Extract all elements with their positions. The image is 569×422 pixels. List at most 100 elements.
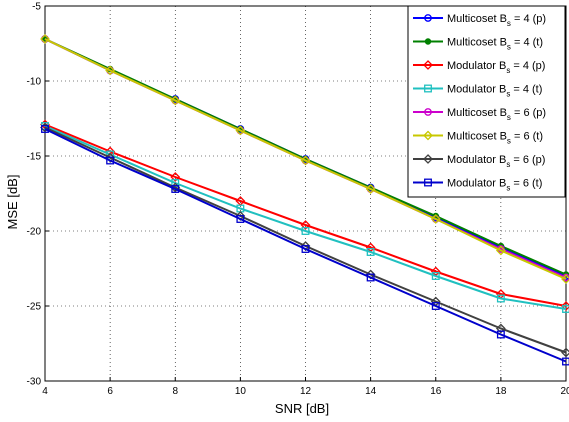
legend-swatch-marker (423, 154, 433, 164)
data-point (300, 220, 311, 230)
legend-label-main: Multicoset B (447, 37, 507, 49)
legend-label-subscript: s (507, 43, 511, 52)
legend-label-subscript: s (506, 184, 510, 193)
legend-label-main: Modulator B (447, 60, 506, 72)
series-7 (41, 125, 569, 366)
legend-label-main: Modulator B (447, 84, 506, 96)
data-point (300, 155, 311, 166)
series-line (44, 123, 567, 307)
data-point (496, 294, 505, 303)
series-line (44, 125, 567, 310)
legend-label: Modulator Bs = 6 (t) (447, 178, 542, 193)
legend-item: Modulator Bs = 4 (p) (413, 60, 545, 75)
data-point (496, 330, 505, 339)
legend-label-main: Modulator B (447, 178, 506, 190)
legend-item: Multicoset Bs = 6 (p) (413, 107, 546, 122)
series-5 (40, 34, 569, 284)
legend-label: Multicoset Bs = 4 (p) (447, 13, 546, 28)
legend-label-subscript: s (506, 66, 510, 75)
legend-item: Multicoset Bs = 4 (t) (413, 37, 543, 52)
legend-label-subscript: s (507, 137, 511, 146)
legend-label-tail: = 4 (p) (511, 13, 546, 25)
legend-swatch-marker (424, 14, 432, 22)
legend-label-tail: = 6 (p) (511, 107, 546, 119)
legend-swatch-marker (424, 84, 432, 93)
data-point (170, 172, 181, 182)
legend-label-subscript: s (507, 113, 511, 122)
legend-label-tail: = 4 (t) (511, 37, 543, 49)
legend-item: Multicoset Bs = 6 (t) (413, 131, 543, 146)
legend-label-tail: = 6 (p) (510, 154, 545, 166)
data-point (366, 273, 375, 282)
legend-swatch-marker (424, 38, 432, 45)
y-tick-label: -5 (32, 2, 41, 13)
series-line (44, 38, 567, 280)
legend-item: Multicoset Bs = 4 (p) (413, 13, 546, 28)
legend-item: Modulator Bs = 4 (t) (413, 84, 542, 99)
x-axis-label: SNR [dB] (275, 401, 329, 416)
legend-label: Modulator Bs = 6 (p) (447, 154, 545, 169)
x-tick-label: 12 (300, 386, 312, 397)
legend-label-subscript: s (506, 90, 510, 99)
data-point (235, 125, 246, 136)
data-point (106, 156, 115, 165)
x-tick-label: 14 (365, 386, 377, 397)
x-tick-label: 20 (560, 386, 569, 397)
x-tick-label: 10 (235, 386, 247, 397)
x-tick-label: 16 (430, 386, 442, 397)
tick-labels: 4 6 8 10 12 14 16 18 20 -5 -10 -15 -20 -25 -30 (27, 2, 569, 398)
data-point (41, 125, 49, 133)
data-point (40, 34, 50, 44)
data-point (301, 227, 310, 235)
legend-label-tail: = 6 (t) (510, 178, 542, 190)
legend-label: Modulator Bs = 4 (p) (447, 60, 545, 75)
legend-label-tail: = 6 (t) (511, 131, 543, 143)
data-point (495, 323, 506, 334)
legend-label-tail: = 4 (p) (510, 60, 545, 72)
series-line (44, 128, 567, 363)
legend-label-main: Modulator B (447, 154, 506, 166)
legend-swatch-marker (423, 130, 433, 141)
legend-label-main: Multicoset B (447, 13, 507, 25)
data-point (562, 357, 569, 366)
x-tick-label: 18 (495, 386, 507, 397)
legend-label: Multicoset Bs = 6 (p) (447, 107, 546, 122)
y-tick-label: -15 (27, 152, 42, 163)
data-point (431, 272, 440, 280)
y-tick-label: -30 (27, 377, 42, 388)
legend-item: Modulator Bs = 6 (p) (413, 154, 545, 169)
legend-swatch-marker (424, 178, 432, 187)
legend-label-tail: = 4 (t) (510, 84, 542, 96)
x-tick-label: 8 (172, 386, 178, 397)
y-axis-label: MSE [dB] (5, 175, 20, 230)
data-point (431, 302, 440, 310)
data-point (365, 184, 376, 194)
data-point (430, 214, 441, 224)
y-tick-label: -20 (27, 227, 42, 238)
data-point (495, 245, 506, 256)
data-point (562, 305, 569, 313)
legend-label-subscript: s (506, 160, 510, 169)
legend-label-main: Multicoset B (447, 107, 507, 119)
data-point (236, 215, 245, 223)
legend-label-main: Multicoset B (447, 131, 507, 143)
legend-box (407, 5, 566, 198)
legend-label: Multicoset Bs = 4 (t) (447, 37, 543, 52)
y-tick-label: -10 (27, 77, 42, 88)
data-point (366, 248, 375, 256)
legend-swatch-marker (423, 60, 433, 70)
legend-label: Multicoset Bs = 6 (t) (447, 131, 543, 146)
x-tick-label: 6 (107, 386, 113, 397)
y-tick-label: -25 (27, 302, 42, 313)
legend-item: Modulator Bs = 6 (t) (413, 178, 542, 193)
legend: Multicoset Bs = 4 (p)Multicoset Bs = 4 (… (407, 5, 566, 198)
data-point (171, 185, 180, 193)
legend-label: Modulator Bs = 4 (t) (447, 84, 542, 99)
data-point (301, 245, 310, 253)
series-layer (40, 34, 569, 366)
data-point (170, 95, 181, 106)
legend-swatch-marker (424, 108, 432, 116)
x-tick-label: 4 (42, 386, 48, 397)
legend-label-subscript: s (507, 19, 511, 28)
data-point (105, 65, 116, 76)
